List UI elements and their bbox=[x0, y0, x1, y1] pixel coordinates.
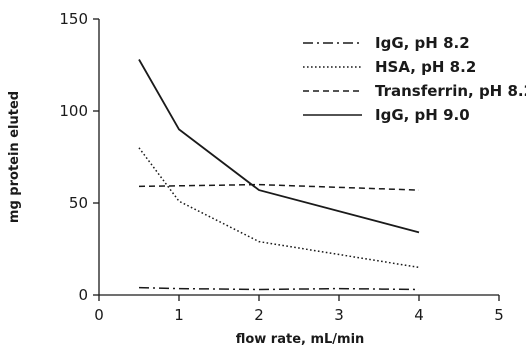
legend-label: Transferrin, pH 8.2 bbox=[375, 82, 526, 100]
x-tick-label: 4 bbox=[414, 306, 424, 324]
series-line-transferrin-ph-8-2 bbox=[138, 183, 420, 191]
series-line-igg-ph-8-2 bbox=[138, 286, 420, 291]
y-tick-label: 150 bbox=[59, 10, 88, 28]
y-tick-label: 0 bbox=[78, 286, 88, 304]
legend-label: IgG, pH 8.2 bbox=[375, 34, 470, 52]
y-axis-label: mg protein eluted bbox=[7, 91, 22, 223]
x-tick-label: 1 bbox=[174, 306, 184, 324]
series-layer bbox=[138, 59, 420, 291]
y-tick-label: 50 bbox=[69, 194, 88, 212]
series-line-hsa-ph-8-2 bbox=[138, 147, 420, 269]
y-tick-label: 100 bbox=[59, 102, 88, 120]
x-tick-label: 5 bbox=[494, 306, 504, 324]
x-axis-label: flow rate, mL/min bbox=[236, 332, 365, 347]
x-tick-label: 2 bbox=[254, 306, 264, 324]
legend-label: HSA, pH 8.2 bbox=[375, 58, 476, 76]
x-tick-label: 3 bbox=[334, 306, 344, 324]
legend-label: IgG, pH 9.0 bbox=[375, 106, 470, 124]
legend: IgG, pH 8.2 HSA, pH 8.2 Transferrin, pH 8.… bbox=[303, 34, 526, 124]
series-line-igg-ph-9-0 bbox=[138, 59, 420, 234]
x-tick-label: 0 bbox=[94, 306, 104, 324]
